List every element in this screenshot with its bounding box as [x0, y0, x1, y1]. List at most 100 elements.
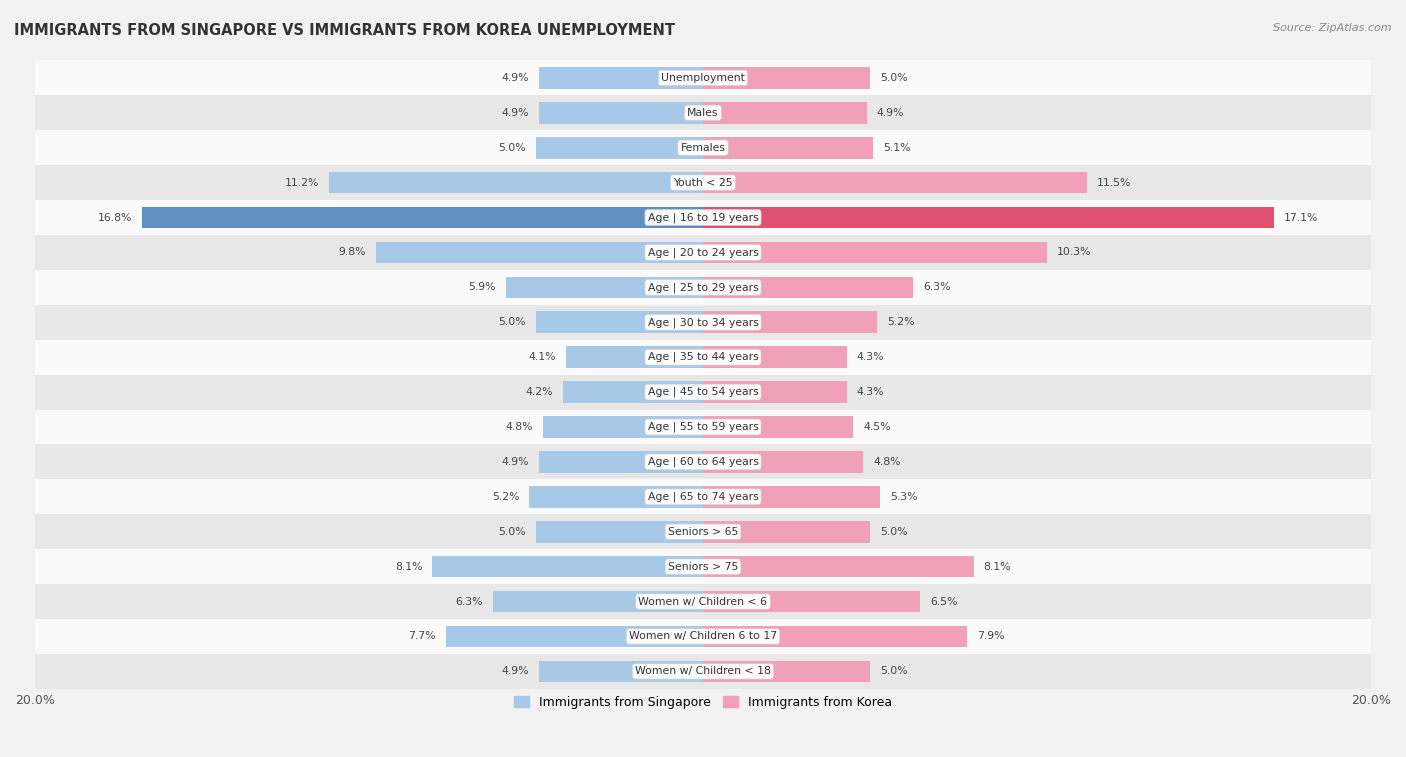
Text: Females: Females	[681, 143, 725, 153]
Bar	[703, 311, 877, 333]
Text: 5.9%: 5.9%	[468, 282, 496, 292]
Bar	[375, 241, 703, 263]
Text: 5.0%: 5.0%	[880, 527, 908, 537]
Text: 4.5%: 4.5%	[863, 422, 891, 432]
Text: 4.9%: 4.9%	[502, 457, 529, 467]
Text: 7.9%: 7.9%	[977, 631, 1004, 641]
Bar	[35, 305, 1371, 340]
Bar	[703, 382, 846, 403]
Text: 5.1%: 5.1%	[883, 143, 911, 153]
Text: 5.2%: 5.2%	[887, 317, 914, 327]
Bar	[703, 486, 880, 508]
Text: 8.1%: 8.1%	[984, 562, 1011, 572]
Bar	[703, 661, 870, 682]
Text: 17.1%: 17.1%	[1284, 213, 1319, 223]
Text: Males: Males	[688, 107, 718, 118]
Text: 11.5%: 11.5%	[1097, 178, 1132, 188]
Text: 5.0%: 5.0%	[880, 73, 908, 83]
Bar	[35, 444, 1371, 479]
Text: 4.3%: 4.3%	[856, 387, 884, 397]
Text: Source: ZipAtlas.com: Source: ZipAtlas.com	[1274, 23, 1392, 33]
Bar	[703, 207, 1274, 229]
Bar	[703, 67, 870, 89]
Text: 16.8%: 16.8%	[97, 213, 132, 223]
Bar	[35, 130, 1371, 165]
Text: 4.9%: 4.9%	[502, 666, 529, 676]
Legend: Immigrants from Singapore, Immigrants from Korea: Immigrants from Singapore, Immigrants fr…	[509, 691, 897, 714]
Bar	[35, 61, 1371, 95]
Bar	[329, 172, 703, 194]
Text: 5.0%: 5.0%	[880, 666, 908, 676]
Text: Seniors > 65: Seniors > 65	[668, 527, 738, 537]
Bar	[35, 584, 1371, 619]
Text: 6.5%: 6.5%	[931, 597, 957, 606]
Bar	[35, 619, 1371, 654]
Text: Women w/ Children 6 to 17: Women w/ Children 6 to 17	[628, 631, 778, 641]
Bar	[703, 590, 920, 612]
Bar	[433, 556, 703, 578]
Bar	[35, 270, 1371, 305]
Bar	[446, 625, 703, 647]
Text: Women w/ Children < 6: Women w/ Children < 6	[638, 597, 768, 606]
Bar	[703, 241, 1047, 263]
Text: 7.7%: 7.7%	[408, 631, 436, 641]
Text: IMMIGRANTS FROM SINGAPORE VS IMMIGRANTS FROM KOREA UNEMPLOYMENT: IMMIGRANTS FROM SINGAPORE VS IMMIGRANTS …	[14, 23, 675, 38]
Bar	[35, 375, 1371, 410]
Bar	[536, 521, 703, 543]
Text: 9.8%: 9.8%	[337, 248, 366, 257]
Text: 8.1%: 8.1%	[395, 562, 422, 572]
Text: 5.0%: 5.0%	[498, 317, 526, 327]
Text: 6.3%: 6.3%	[456, 597, 482, 606]
Text: Unemployment: Unemployment	[661, 73, 745, 83]
Text: 4.2%: 4.2%	[526, 387, 553, 397]
Bar	[536, 311, 703, 333]
Text: Age | 55 to 59 years: Age | 55 to 59 years	[648, 422, 758, 432]
Bar	[703, 451, 863, 472]
Bar	[540, 661, 703, 682]
Text: 5.0%: 5.0%	[498, 527, 526, 537]
Bar	[35, 165, 1371, 200]
Text: 11.2%: 11.2%	[284, 178, 319, 188]
Bar	[703, 521, 870, 543]
Bar	[506, 276, 703, 298]
Bar	[567, 347, 703, 368]
Text: 4.8%: 4.8%	[873, 457, 901, 467]
Text: Age | 65 to 74 years: Age | 65 to 74 years	[648, 491, 758, 502]
Text: 5.3%: 5.3%	[890, 492, 918, 502]
Bar	[35, 410, 1371, 444]
Bar	[540, 67, 703, 89]
Bar	[703, 625, 967, 647]
Text: Women w/ Children < 18: Women w/ Children < 18	[636, 666, 770, 676]
Text: 4.9%: 4.9%	[502, 73, 529, 83]
Text: Age | 45 to 54 years: Age | 45 to 54 years	[648, 387, 758, 397]
Bar	[703, 416, 853, 438]
Bar	[562, 382, 703, 403]
Text: Age | 60 to 64 years: Age | 60 to 64 years	[648, 456, 758, 467]
Bar	[703, 556, 973, 578]
Bar	[540, 451, 703, 472]
Text: 10.3%: 10.3%	[1057, 248, 1091, 257]
Text: Age | 20 to 24 years: Age | 20 to 24 years	[648, 248, 758, 257]
Text: 4.9%: 4.9%	[877, 107, 904, 118]
Text: Youth < 25: Youth < 25	[673, 178, 733, 188]
Bar	[35, 479, 1371, 514]
Bar	[35, 95, 1371, 130]
Bar	[35, 235, 1371, 270]
Bar	[540, 102, 703, 123]
Text: 5.0%: 5.0%	[498, 143, 526, 153]
Bar	[35, 549, 1371, 584]
Bar	[703, 137, 873, 158]
Bar	[35, 200, 1371, 235]
Bar	[703, 172, 1087, 194]
Bar	[536, 137, 703, 158]
Text: 4.9%: 4.9%	[502, 107, 529, 118]
Text: 5.2%: 5.2%	[492, 492, 519, 502]
Bar	[529, 486, 703, 508]
Text: 4.3%: 4.3%	[856, 352, 884, 362]
Bar	[703, 276, 914, 298]
Text: Age | 25 to 29 years: Age | 25 to 29 years	[648, 282, 758, 293]
Bar	[142, 207, 703, 229]
Bar	[35, 514, 1371, 549]
Bar	[703, 347, 846, 368]
Bar	[492, 590, 703, 612]
